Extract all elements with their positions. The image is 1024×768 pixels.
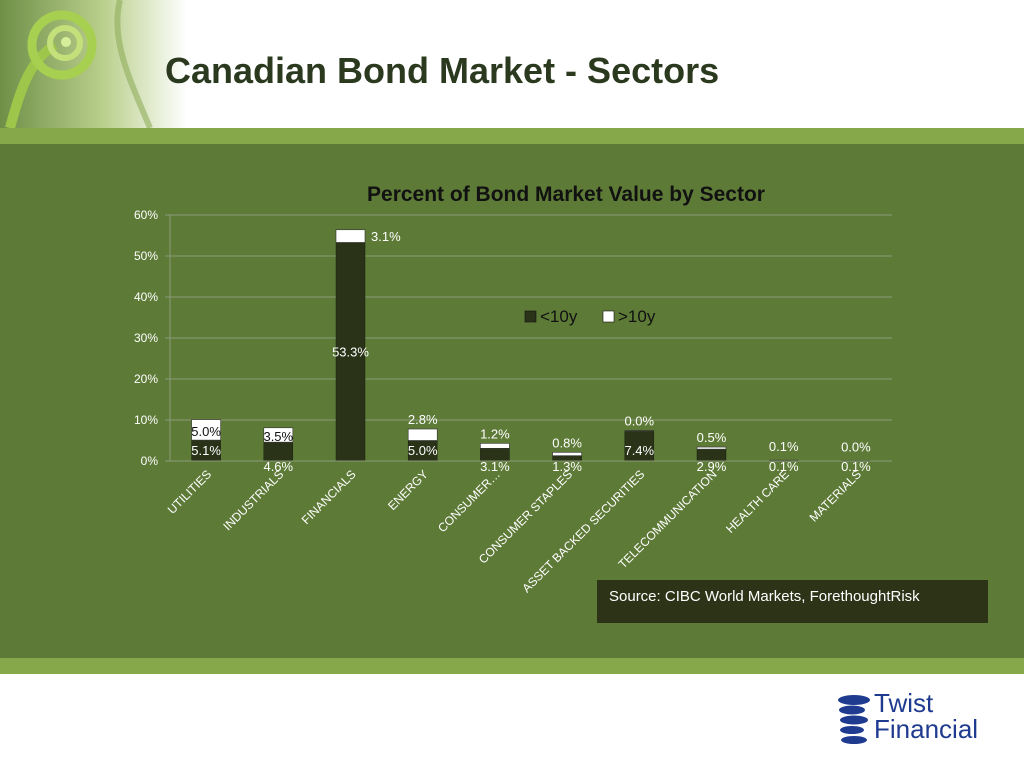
y-axis: 0% 10% 20% 30% 40% 50% 60% (134, 208, 171, 468)
fern-image (0, 0, 187, 128)
logo-line1: Twist (874, 688, 934, 718)
x-category-label: ENERGY (385, 467, 431, 513)
bottom-band (0, 658, 1024, 674)
twist-logo-icon (838, 695, 870, 744)
chart-legend: <10y >10y (524, 307, 656, 326)
x-category-label: INDUSTRIALS (220, 467, 286, 533)
x-category-label: HEALTH CARE (723, 467, 792, 536)
legend-swatch-gt10 (602, 310, 615, 323)
x-category-label: UTILITIES (165, 467, 215, 517)
data-label-gt10-6: 0.0% (624, 414, 654, 429)
data-label-lt10-1: 4.6% (263, 459, 293, 474)
y-tick-label: 20% (134, 372, 158, 386)
source-text: Source: CIBC World Markets, ForethoughtR… (609, 588, 920, 605)
y-tick-label: 0% (141, 454, 159, 468)
x-category-label: ASSET BACKED SECURITIES (519, 467, 647, 595)
source-box: Source: CIBC World Markets, ForethoughtR… (597, 580, 988, 623)
x-axis: UTILITIES INDUSTRIALS FINANCIALS ENERGY CONS… (165, 460, 892, 595)
bar-gt10-5 (552, 452, 582, 456)
bar-gt10-3 (407, 428, 438, 441)
x-category-label: MATERIALS (807, 467, 864, 524)
y-tick-label: 10% (134, 413, 158, 427)
data-label-lt10-5: 1.3% (552, 459, 582, 474)
logo-line2: Financial (874, 714, 979, 744)
data-label-gt10-0: 5.0% (191, 424, 221, 439)
data-label-gt10-1: 3.5% (263, 429, 293, 444)
data-label-lt10-0: 5.1% (191, 443, 221, 458)
x-category-label: FINANCIALS (299, 467, 359, 527)
y-tick-label: 40% (134, 290, 158, 304)
data-label-lt10-2: 53.3% (332, 345, 369, 360)
top-band (0, 128, 1024, 144)
bar-gt10-6 (624, 430, 655, 432)
bar-gt10-4 (480, 443, 510, 449)
legend-label-lt10: <10y (540, 307, 578, 326)
bar-gt10-2 (335, 229, 366, 243)
bar-lt10-2 (335, 242, 366, 462)
chart-title: Percent of Bond Market Value by Sector (367, 183, 765, 206)
bar-lt10-6 (624, 430, 655, 462)
y-tick-label: 60% (134, 208, 158, 222)
data-label-gt10-9: 0.0% (841, 440, 871, 455)
chart-bars (191, 229, 871, 462)
y-tick-label: 30% (134, 331, 158, 345)
content-area (0, 144, 1024, 658)
chart-gridlines (170, 214, 892, 462)
data-label-lt10-9: 0.1% (841, 459, 871, 474)
data-labels: 5.1% 5.0% 4.6% 3.5% 53.3% 3.1% 5.0% 2.8% 3.1% 1.2… (191, 229, 871, 474)
twist-financial-logo: Twist Financial (836, 690, 996, 752)
data-label-lt10-3: 5.0% (408, 443, 438, 458)
data-label-gt10-4: 1.2% (480, 426, 510, 441)
bar-gt10-7 (696, 446, 727, 450)
data-label-lt10-7: 2.9% (697, 459, 727, 474)
data-label-lt10-8: 0.1% (769, 459, 799, 474)
slide-header: Canadian Bond Market - Sectors (0, 0, 1024, 128)
data-label-gt10-5: 0.8% (552, 435, 582, 450)
data-label-gt10-8: 0.1% (769, 439, 799, 454)
data-label-gt10-3: 2.8% (408, 412, 438, 427)
legend-swatch-lt10 (524, 310, 537, 323)
y-tick-label: 50% (134, 249, 158, 263)
data-label-lt10-4: 3.1% (480, 459, 510, 474)
bar-gt10-0 (191, 419, 221, 441)
data-label-gt10-7: 0.5% (697, 430, 727, 445)
logo-wordmark: Twist Financial (874, 690, 978, 742)
legend-label-gt10: >10y (618, 307, 656, 326)
data-label-gt10-2: 3.1% (371, 229, 401, 244)
bar-gt10-1 (263, 427, 294, 443)
x-category-label: CONSUMER… (435, 467, 503, 535)
data-label-lt10-6: 7.4% (624, 443, 654, 458)
slide-title: Canadian Bond Market - Sectors (165, 50, 720, 91)
